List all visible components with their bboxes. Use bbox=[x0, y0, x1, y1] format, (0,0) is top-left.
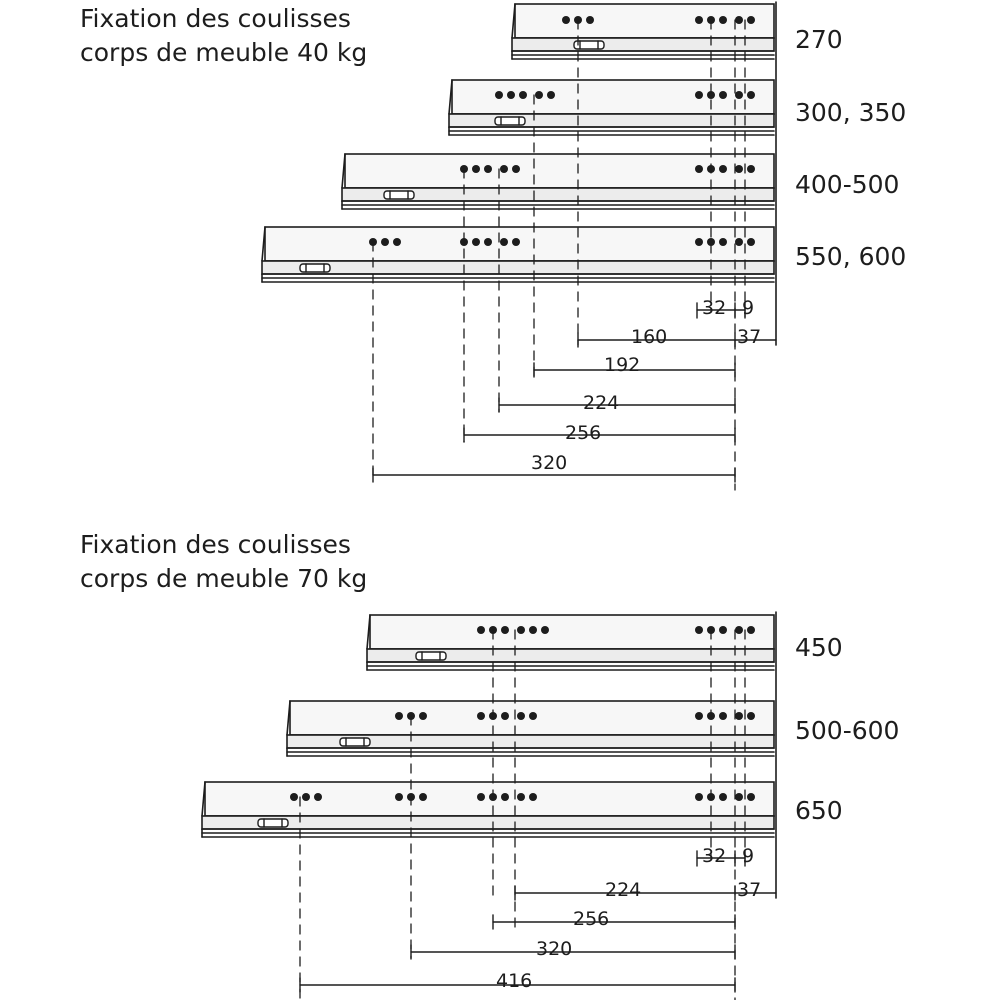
dimension-lines-40kg bbox=[372, 302, 777, 483]
section-title-40kg: Fixation des coulisses corps de meuble 40… bbox=[80, 2, 367, 70]
rail-size-label-550-600: 550, 600 bbox=[795, 242, 907, 271]
rail-drawing-500-600 bbox=[286, 700, 775, 757]
section-title-40kg-line2: corps de meuble 40 kg bbox=[80, 38, 368, 67]
dim-label-32-top: 32 bbox=[702, 297, 727, 319]
dim-label-160: 160 bbox=[631, 326, 668, 348]
dimension-lines-70kg bbox=[299, 850, 777, 993]
rail-size-label-300-350: 300, 350 bbox=[795, 98, 907, 127]
dim-label-32-bottom: 32 bbox=[702, 845, 727, 867]
section-title-70kg-line2: corps de meuble 70 kg bbox=[80, 564, 368, 593]
extension-lines-70kg bbox=[299, 629, 746, 1000]
section-title-70kg-line1: Fixation des coulisses bbox=[80, 530, 351, 559]
rail-size-label-450: 450 bbox=[795, 633, 843, 662]
section-title-70kg: Fixation des coulisses corps de meuble 70… bbox=[80, 528, 367, 596]
dim-label-224-top: 224 bbox=[583, 392, 620, 414]
rail-drawing-300-350 bbox=[448, 79, 775, 136]
rail-drawing-650 bbox=[201, 781, 775, 838]
rail-size-label-400-500: 400-500 bbox=[795, 170, 900, 199]
dim-label-320-bottom: 320 bbox=[536, 938, 573, 960]
rail-drawing-270 bbox=[511, 3, 775, 60]
dim-label-320-top: 320 bbox=[531, 452, 568, 474]
rail-drawing-550-600 bbox=[261, 226, 775, 283]
dim-label-416-bottom: 416 bbox=[496, 970, 533, 992]
rail-drawing-450 bbox=[366, 614, 775, 671]
dim-label-256-bottom: 256 bbox=[573, 908, 610, 930]
rail-size-label-500-600: 500-600 bbox=[795, 716, 900, 745]
rail-size-label-270: 270 bbox=[795, 25, 843, 54]
dim-label-224-bottom: 224 bbox=[605, 879, 642, 901]
rail-drawing-400-500 bbox=[341, 153, 775, 210]
dim-label-256-top: 256 bbox=[565, 422, 602, 444]
dim-label-37-bottom: 37 bbox=[737, 879, 762, 901]
dim-label-37-top: 37 bbox=[737, 326, 762, 348]
rail-size-label-650: 650 bbox=[795, 796, 843, 825]
section-title-40kg-line1: Fixation des coulisses bbox=[80, 4, 351, 33]
